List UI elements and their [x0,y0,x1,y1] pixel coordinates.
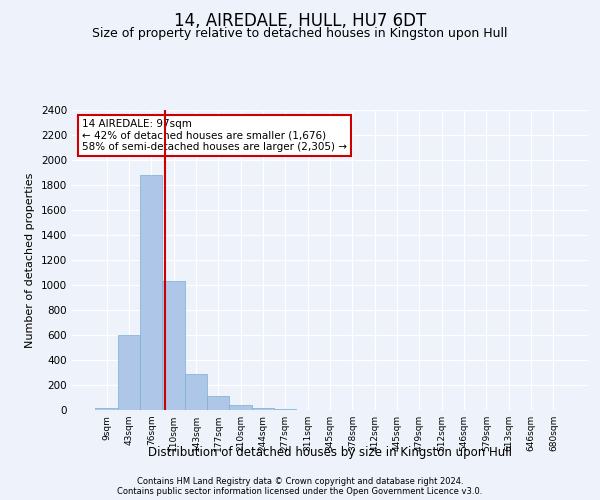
Text: Distribution of detached houses by size in Kingston upon Hull: Distribution of detached houses by size … [148,446,512,459]
Bar [185,374,207,410]
Bar [163,281,185,410]
Text: Size of property relative to detached houses in Kingston upon Hull: Size of property relative to detached ho… [92,28,508,40]
Bar [207,396,229,410]
Bar [95,408,118,410]
Bar [252,408,274,410]
Text: Contains HM Land Registry data © Crown copyright and database right 2024.: Contains HM Land Registry data © Crown c… [137,476,463,486]
Bar [118,335,140,410]
Bar [229,405,252,410]
Text: 14 AIREDALE: 97sqm
← 42% of detached houses are smaller (1,676)
58% of semi-deta: 14 AIREDALE: 97sqm ← 42% of detached hou… [82,119,347,152]
Text: Contains public sector information licensed under the Open Government Licence v3: Contains public sector information licen… [118,486,482,496]
Bar [140,175,163,410]
Bar [274,409,296,410]
Text: 14, AIREDALE, HULL, HU7 6DT: 14, AIREDALE, HULL, HU7 6DT [174,12,426,30]
Y-axis label: Number of detached properties: Number of detached properties [25,172,35,348]
